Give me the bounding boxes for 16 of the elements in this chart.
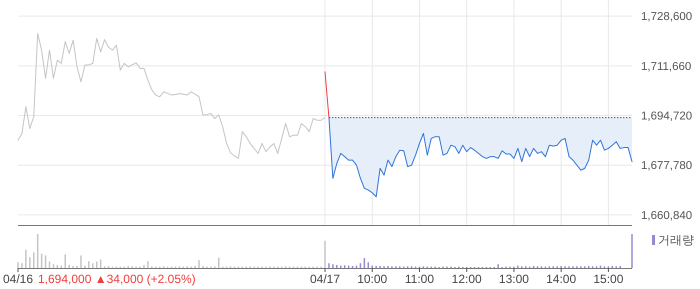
x-tick-label: 10:00 [357, 272, 388, 286]
x-tick-label: 15:00 [593, 272, 624, 286]
y-tick-label: 1,677,780 [641, 160, 692, 172]
y-tick-label: 1,660,840 [641, 210, 692, 222]
x-tick-label: 04/17 [310, 272, 340, 286]
y-tick-label: 1,728,600 [641, 11, 692, 24]
x-tick-label: 12:00 [452, 272, 482, 286]
y-tick-label: 1,694,720 [641, 110, 692, 123]
x-tick-label: 13:00 [498, 272, 530, 286]
x-tick-label: 11:00 [404, 272, 434, 286]
x-tick-label: 14:00 [546, 272, 576, 286]
line-series [18, 32, 326, 159]
y-tick-label: 1,711,660 [641, 60, 692, 73]
legend-label: 거래량 [658, 233, 694, 247]
x-tick-label: 04/16 [2, 272, 34, 286]
text: 1,694,000 ▲34,000 (+2.05%) [38, 272, 196, 286]
